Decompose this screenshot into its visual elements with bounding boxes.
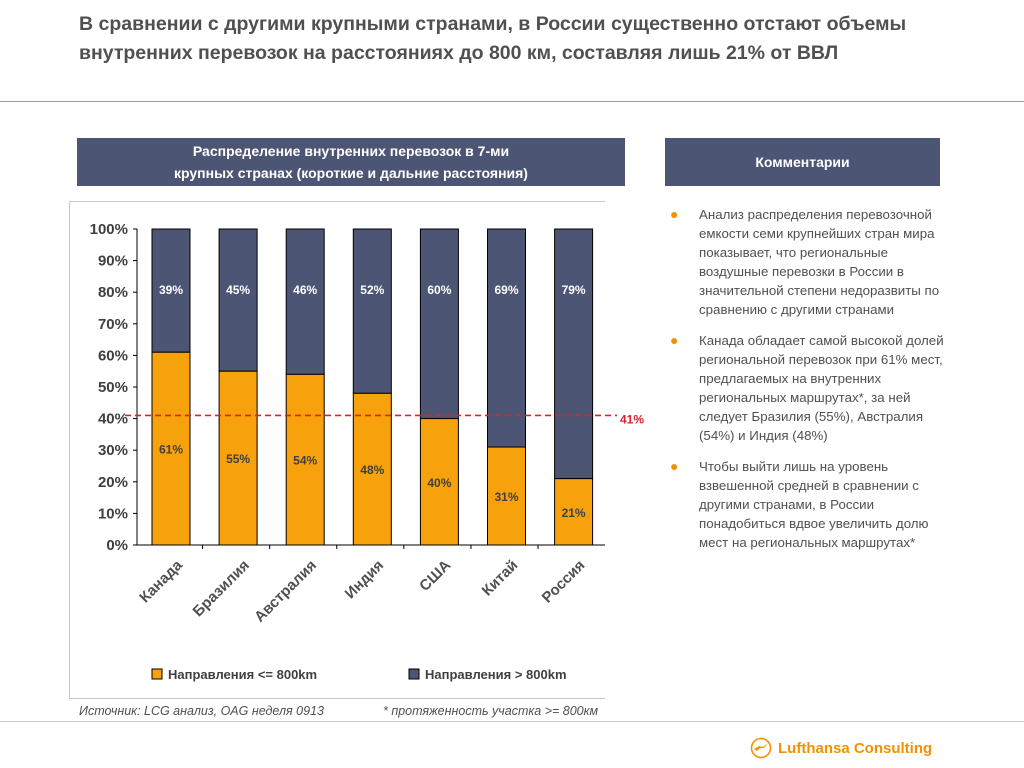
data-label-short: 21%	[562, 506, 586, 520]
bar-long-distance	[151, 228, 191, 353]
chart-header: Распределение внутренних перевозок в 7-м…	[77, 138, 625, 186]
data-label-short: 40%	[427, 476, 451, 490]
company-logo: Lufthansa Consulting	[750, 737, 932, 759]
comments-list: ● Анализ распределения перевозочной емко…	[669, 205, 944, 564]
bar-short-distance	[487, 446, 526, 546]
chart-header-line-2: крупных странах (короткие и дальние расс…	[174, 165, 528, 181]
x-category-label: Бразилия	[190, 557, 253, 620]
data-label-long: 45%	[226, 283, 250, 297]
y-tick-label: 60%	[98, 347, 128, 364]
bar-short-distance	[285, 373, 325, 546]
bar-long-distance	[218, 228, 258, 372]
reference-line-label: 41%	[620, 412, 644, 426]
source-note: Источник: LCG анализ, OAG неделя 0913	[79, 704, 324, 718]
comment-item: ● Анализ распределения перевозочной емко…	[669, 205, 944, 319]
bar-long-distance	[419, 228, 459, 420]
title-divider	[0, 101, 1024, 102]
x-category-label: Китай	[479, 557, 522, 600]
y-tick-label: 80%	[98, 284, 128, 301]
footnote: * протяженность участка >= 800км	[383, 704, 599, 718]
logo-text: Lufthansa Consulting	[778, 739, 933, 757]
bar-short-distance	[419, 418, 459, 546]
data-label-long: 46%	[293, 283, 317, 297]
bar-short-distance	[218, 370, 258, 546]
x-category-label: Россия	[539, 557, 589, 607]
bar-long-distance	[487, 228, 526, 448]
data-label-long: 60%	[427, 283, 451, 297]
data-label-long: 69%	[494, 283, 518, 297]
data-label-short: 54%	[293, 454, 317, 468]
bullet-icon: ●	[670, 332, 679, 348]
bar-short-distance	[151, 351, 191, 546]
comments-header: Комментарии	[665, 138, 940, 186]
x-category-label: Канада	[136, 556, 186, 606]
data-label-short: 61%	[159, 443, 183, 457]
y-tick-label: 0%	[106, 537, 128, 554]
y-tick-label: 50%	[98, 379, 128, 396]
chart-header-line-1: Распределение внутренних перевозок в 7-м…	[192, 143, 510, 159]
bullet-icon: ●	[670, 458, 679, 474]
comment-item: ● Канада обладает самой высокой долей ре…	[669, 331, 944, 445]
bar-short-distance	[554, 478, 594, 546]
y-tick-label: 90%	[98, 253, 128, 270]
y-tick-label: 70%	[98, 316, 128, 333]
bar-long-distance	[554, 228, 594, 480]
y-tick-label: 40%	[98, 411, 128, 428]
x-category-label: Австралия	[251, 557, 320, 626]
comment-text: Канада обладает самой высокой долей реги…	[699, 333, 944, 443]
x-category-label: Индия	[342, 557, 387, 602]
legend-swatch-long	[408, 668, 420, 680]
legend-swatch-short	[151, 668, 163, 680]
bullet-icon: ●	[670, 206, 679, 222]
comment-item: ● Чтобы выйти лишь на уровень взвешенной…	[669, 457, 944, 552]
bar-long-distance	[285, 228, 325, 375]
data-label-long: 52%	[360, 283, 384, 297]
crane-logo-icon	[750, 737, 772, 759]
legend-label-long: Направления > 800km	[425, 667, 567, 682]
y-tick-label: 10%	[98, 505, 128, 522]
data-label-short: 48%	[360, 463, 384, 477]
x-category-label: США	[416, 557, 454, 595]
data-label-short: 31%	[494, 490, 518, 504]
page-title: В сравнении с другими крупными странами,…	[79, 13, 907, 64]
y-tick-label: 20%	[98, 474, 128, 491]
y-tick-label: 100%	[90, 221, 128, 238]
data-label-long: 39%	[159, 283, 183, 297]
footer-divider	[0, 721, 1024, 722]
data-label-short: 55%	[226, 452, 250, 466]
bar-long-distance	[352, 228, 392, 394]
data-label-long: 79%	[562, 283, 586, 297]
y-tick-label: 30%	[98, 442, 128, 459]
chart-frame	[69, 201, 605, 699]
bar-short-distance	[352, 392, 392, 546]
legend-label-short: Направления <= 800km	[168, 667, 317, 682]
comment-text: Чтобы выйти лишь на уровень взвешенной с…	[699, 459, 929, 550]
comment-text: Анализ распределения перевозочной емкост…	[699, 207, 940, 317]
